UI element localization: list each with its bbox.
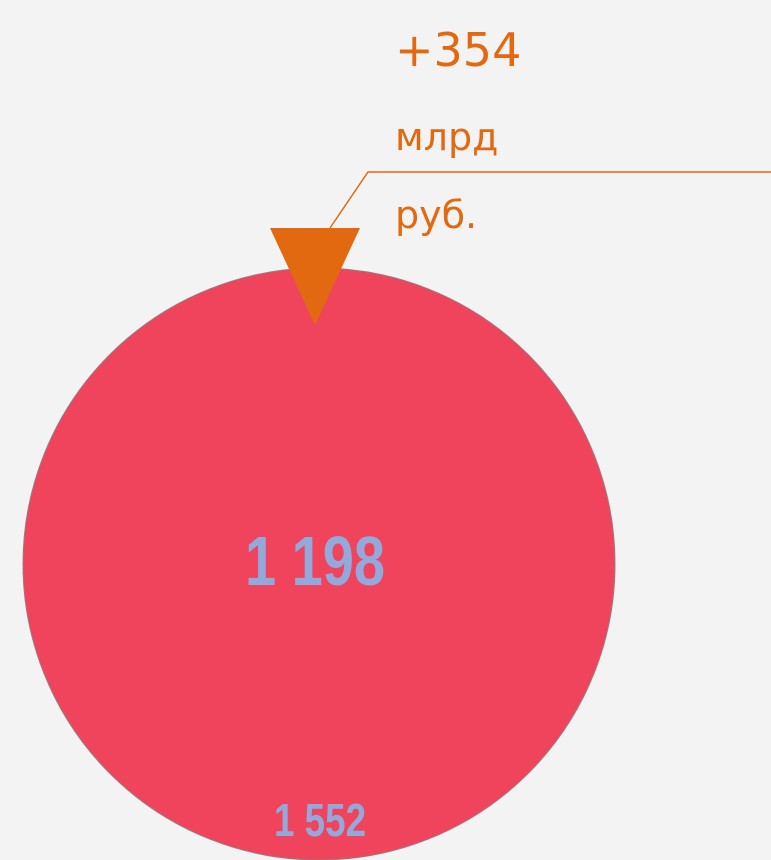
- change-value: +354: [395, 23, 521, 77]
- outer-label: 1 552: [274, 794, 366, 846]
- leader-line: [329, 171, 771, 229]
- arrow-marker: [270, 228, 360, 325]
- inner-label: 1 198: [245, 523, 385, 600]
- unit-line: млрд: [395, 115, 498, 159]
- unit-line: руб.: [395, 193, 477, 237]
